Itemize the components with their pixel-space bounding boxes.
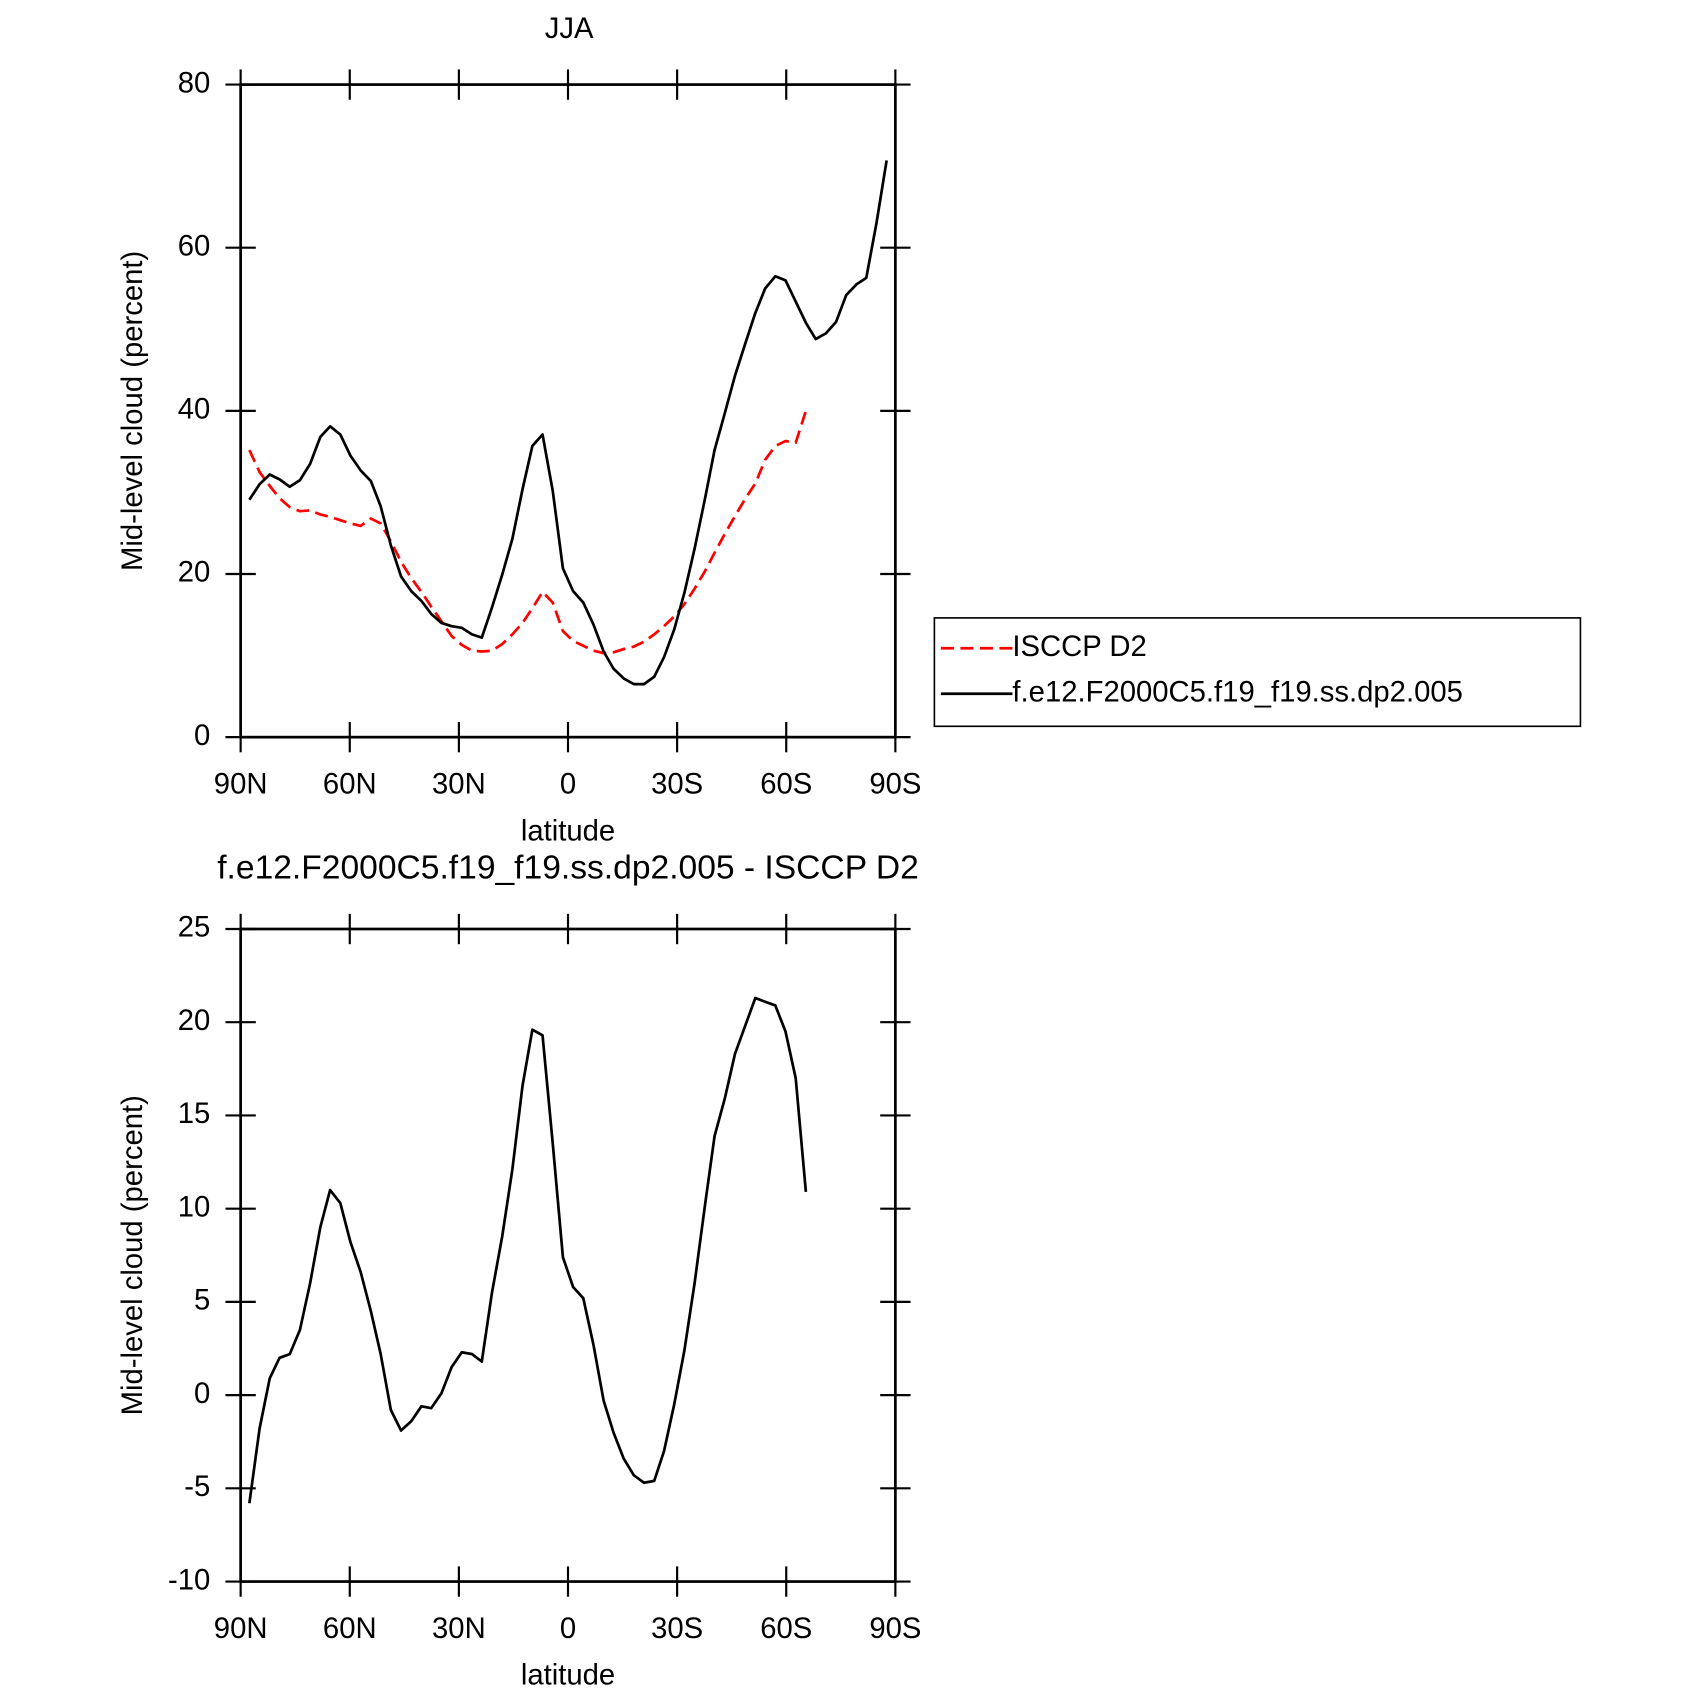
x-tick-label: 30S — [651, 1613, 703, 1645]
y-tick-label: 40 — [178, 394, 211, 426]
x-tick-label: 60S — [760, 769, 812, 801]
y-tick-label: 5 — [194, 1285, 210, 1317]
y-tick-label: -5 — [184, 1471, 210, 1503]
x-tick-label: 0 — [560, 769, 576, 801]
legend-label: ISCCP D2 — [1012, 631, 1146, 663]
y-tick-label: 15 — [178, 1098, 211, 1130]
x-tick-label: 0 — [560, 1613, 576, 1645]
legend-box — [933, 617, 1582, 728]
y-tick-label: 0 — [194, 1378, 210, 1410]
x-tick-label: 30S — [651, 769, 703, 801]
y-tick-label: 0 — [194, 720, 210, 752]
data-line — [248, 996, 808, 1504]
x-tick-label: 60N — [323, 1613, 377, 1645]
y-tick-label: 10 — [178, 1191, 211, 1223]
y-axis-label: Mid-level cloud (percent) — [117, 1095, 149, 1415]
y-tick-label: 25 — [178, 912, 211, 944]
x-axis-label: latitude — [521, 815, 615, 847]
legend-label: f.e12.F2000C5.f19_f19.ss.dp2.005 — [1012, 677, 1462, 709]
plot-frame — [239, 927, 897, 1583]
y-axis-label: Mid-level cloud (percent) — [117, 251, 149, 571]
x-tick-label: 90N — [214, 1613, 268, 1645]
y-tick-label: 20 — [178, 1005, 211, 1037]
y-tick-label: -10 — [168, 1564, 210, 1596]
plot-frame — [239, 83, 897, 739]
data-line — [248, 160, 888, 686]
x-tick-label: 30N — [432, 769, 486, 801]
x-tick-label: 30N — [432, 1613, 486, 1645]
y-tick-label: 60 — [178, 230, 211, 262]
chart-title: JJA — [545, 13, 594, 45]
data-line — [248, 410, 808, 655]
y-tick-label: 80 — [178, 67, 211, 99]
y-tick-label: 20 — [178, 557, 211, 589]
x-tick-label: 90S — [869, 1613, 921, 1645]
chart-title: f.e12.F2000C5.f19_f19.ss.dp2.005 - ISCCP… — [217, 849, 919, 886]
x-tick-label: 60N — [323, 769, 377, 801]
x-tick-label: 90N — [214, 769, 268, 801]
x-axis-label: latitude — [521, 1660, 615, 1692]
x-tick-label: 60S — [760, 1613, 812, 1645]
x-tick-label: 90S — [869, 769, 921, 801]
